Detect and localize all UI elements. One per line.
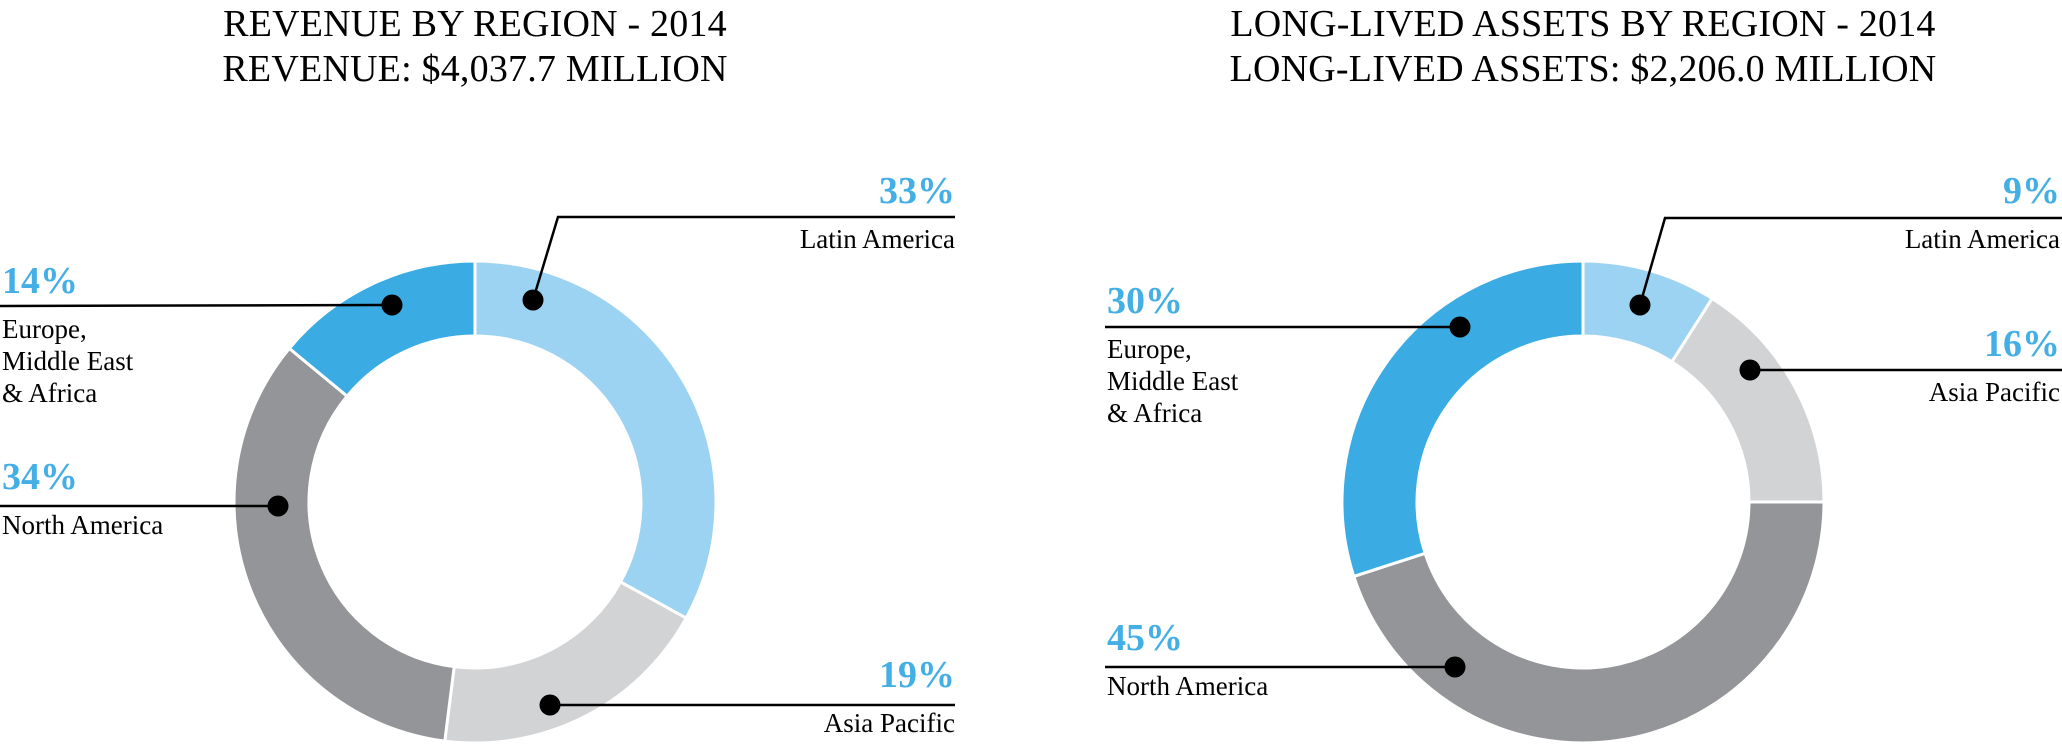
revenue-slice-asia-pacific xyxy=(443,579,689,745)
long-lived-assets-slice-asia-pacific xyxy=(1669,296,1826,504)
revenue-region-asia-pacific: Asia Pacific xyxy=(823,708,955,738)
assets-title-line2: LONG-LIVED ASSETS: $2,206.0 MILLION xyxy=(1229,48,1937,90)
long-lived-assets-donut xyxy=(1105,216,2062,745)
revenue-title-line1: REVENUE BY REGION - 2014 xyxy=(223,3,727,45)
long-lived-assets-leader-line-latin-america xyxy=(1638,216,2062,306)
revenue-leader-dot-europe-middle-east-africa xyxy=(381,294,403,316)
assets-percent-latin-america: 9% xyxy=(2003,170,2060,212)
assets-region-latin-america: Latin America xyxy=(1904,224,2060,254)
revenue-label-north-america: 34% North America xyxy=(2,455,163,541)
revenue-leader-dot-north-america xyxy=(267,495,289,517)
revenue-slice-north-america xyxy=(232,346,456,743)
assets-chart-title: LONG-LIVED ASSETS BY REGION - 2014 LONG-… xyxy=(1183,2,1983,92)
assets-label-latin-america: 9% Latin America xyxy=(1905,169,2060,255)
assets-label-asia-pacific: 16% Asia Pacific xyxy=(1929,322,2060,408)
assets-title-line1: LONG-LIVED ASSETS BY REGION - 2014 xyxy=(1230,3,1936,45)
revenue-leader-line-latin-america xyxy=(531,215,955,301)
revenue-percent-north-america: 34% xyxy=(2,456,78,498)
revenue-region-europe-middle-east-africa: Europe, Middle East & Africa xyxy=(2,314,134,408)
revenue-percent-europe-middle-east-africa: 14% xyxy=(2,260,78,302)
assets-region-europe-middle-east-africa: Europe, Middle East & Africa xyxy=(1107,334,1239,428)
revenue-label-europe-middle-east-africa: 14% Europe, Middle East & Africa xyxy=(2,259,133,409)
long-lived-assets-leader-dot-north-america xyxy=(1444,656,1466,678)
revenue-region-north-america: North America xyxy=(2,510,164,540)
assets-region-north-america: North America xyxy=(1107,671,1269,701)
revenue-slice-latin-america xyxy=(473,259,718,621)
assets-label-europe-middle-east-africa: 30% Europe, Middle East & Africa xyxy=(1107,279,1238,429)
revenue-chart-title: REVENUE BY REGION - 2014 REVENUE: $4,037… xyxy=(75,2,875,92)
revenue-label-latin-america: 33% Latin America xyxy=(800,169,955,255)
long-lived-assets-leader-dot-europe-middle-east-africa xyxy=(1449,316,1471,338)
long-lived-assets-slice-europe-middle-east-africa xyxy=(1340,259,1585,579)
assets-percent-north-america: 45% xyxy=(1107,617,1183,659)
revenue-leader-line-europe-middle-east-africa xyxy=(0,303,393,308)
revenue-leader-dot-latin-america xyxy=(522,289,544,311)
assets-region-asia-pacific: Asia Pacific xyxy=(1928,377,2060,407)
long-lived-assets-leader-dot-latin-america xyxy=(1629,294,1651,316)
revenue-percent-latin-america: 33% xyxy=(879,170,955,212)
assets-label-north-america: 45% North America xyxy=(1107,616,1268,702)
assets-percent-asia-pacific: 16% xyxy=(1984,323,2060,365)
revenue-region-latin-america: Latin America xyxy=(799,224,955,254)
revenue-title-line2: REVENUE: $4,037.7 MILLION xyxy=(222,48,728,90)
revenue-label-asia-pacific: 19% Asia Pacific xyxy=(824,653,955,739)
revenue-percent-asia-pacific: 19% xyxy=(879,654,955,696)
revenue-donut xyxy=(0,215,955,745)
assets-percent-europe-middle-east-africa: 30% xyxy=(1107,280,1183,322)
long-lived-assets-leader-dot-asia-pacific xyxy=(1739,359,1761,381)
revenue-leader-dot-asia-pacific xyxy=(539,694,561,716)
long-lived-assets-slice-north-america xyxy=(1351,500,1826,745)
